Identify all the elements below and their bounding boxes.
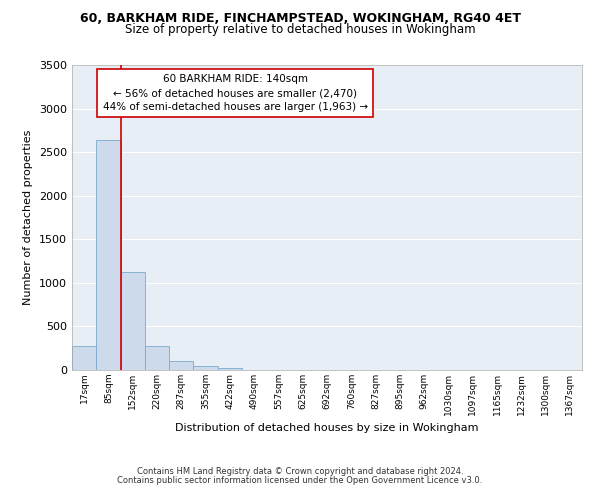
Bar — [121, 272, 145, 370]
Text: Size of property relative to detached houses in Wokingham: Size of property relative to detached ho… — [125, 22, 475, 36]
Bar — [169, 362, 193, 370]
Bar — [218, 368, 242, 370]
Bar — [193, 366, 218, 370]
Text: 60, BARKHAM RIDE, FINCHAMPSTEAD, WOKINGHAM, RG40 4ET: 60, BARKHAM RIDE, FINCHAMPSTEAD, WOKINGH… — [79, 12, 521, 26]
X-axis label: Distribution of detached houses by size in Wokingham: Distribution of detached houses by size … — [175, 423, 479, 433]
Text: Contains public sector information licensed under the Open Government Licence v3: Contains public sector information licen… — [118, 476, 482, 485]
Bar — [72, 346, 96, 370]
Text: Contains HM Land Registry data © Crown copyright and database right 2024.: Contains HM Land Registry data © Crown c… — [137, 467, 463, 476]
Y-axis label: Number of detached properties: Number of detached properties — [23, 130, 34, 305]
Bar — [145, 346, 169, 370]
Text: 60 BARKHAM RIDE: 140sqm
← 56% of detached houses are smaller (2,470)
44% of semi: 60 BARKHAM RIDE: 140sqm ← 56% of detache… — [103, 74, 368, 112]
Bar — [96, 140, 121, 370]
